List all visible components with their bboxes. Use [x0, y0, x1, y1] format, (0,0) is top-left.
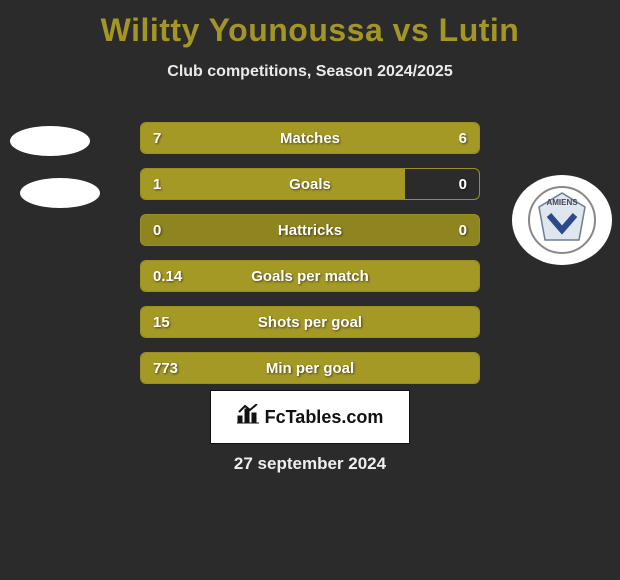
bar-metric-label: Goals per match — [141, 261, 479, 292]
amiens-crest-icon: AMIENS — [527, 185, 597, 255]
bar-row: 0.14Goals per match — [140, 260, 480, 292]
bar-metric-label: Hattricks — [141, 215, 479, 246]
crest-text: AMIENS — [546, 198, 578, 207]
bar-metric-label: Goals — [141, 169, 479, 200]
bar-row: 773Min per goal — [140, 352, 480, 384]
bar-row: 76Matches — [140, 122, 480, 154]
snapshot-date: 27 september 2024 — [0, 454, 620, 474]
bar-row: 10Goals — [140, 168, 480, 200]
right-player-logo: AMIENS — [512, 175, 612, 265]
fctables-watermark: FcTables.com — [210, 390, 410, 444]
club-logo-right: AMIENS — [512, 175, 612, 265]
bar-row: 15Shots per goal — [140, 306, 480, 338]
fctables-label: FcTables.com — [265, 407, 384, 428]
bar-metric-label: Shots per goal — [141, 307, 479, 338]
club-logo-left-1 — [10, 126, 90, 156]
chart-icon — [237, 404, 259, 430]
comparison-subtitle: Club competitions, Season 2024/2025 — [0, 63, 620, 81]
bar-metric-label: Min per goal — [141, 353, 479, 384]
bar-row: 00Hattricks — [140, 214, 480, 246]
comparison-bars: 76Matches 10Goals 00Hattricks 0.14Goals per… — [140, 122, 480, 398]
comparison-title: Wilitty Younoussa vs Lutin — [0, 0, 620, 49]
bar-metric-label: Matches — [141, 123, 479, 154]
club-logo-left-2 — [20, 178, 100, 208]
